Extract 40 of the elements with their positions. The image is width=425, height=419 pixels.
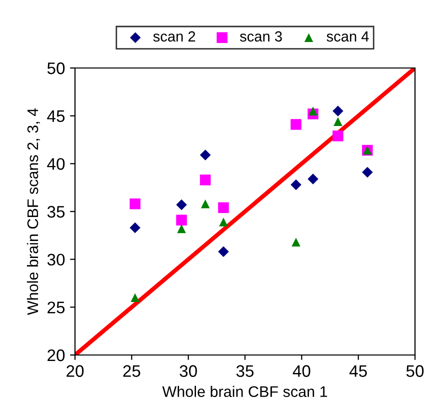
legend-label: scan 3 (240, 31, 282, 42)
point (332, 130, 344, 142)
point (130, 198, 140, 210)
point (292, 238, 300, 247)
point (308, 174, 318, 184)
y-tick-label: 50 (47, 62, 65, 74)
point (290, 119, 302, 130)
point (334, 117, 342, 126)
y-tick-label: 45 (47, 110, 65, 122)
point (200, 199, 210, 208)
point (177, 224, 186, 234)
y-tick-label: 40 (47, 158, 65, 170)
y-tick-label: 20 (48, 349, 65, 362)
x-tick-label: 45 (349, 365, 367, 377)
point (308, 106, 318, 116)
x-axis-title: Whole brain CBF scan 1 (162, 386, 328, 398)
y-axis-title: Whole brain CBF scans 2, 3, 4 (26, 108, 40, 316)
point (362, 166, 373, 178)
x-tick-label: 25 (123, 365, 140, 377)
point (130, 293, 140, 302)
x-tick-label: 50 (406, 365, 424, 377)
x-tick-label: 30 (180, 365, 197, 377)
point (176, 214, 187, 226)
point (176, 199, 187, 210)
point (200, 174, 211, 186)
y-tick-label: 25 (48, 302, 65, 314)
x-tick-label: 35 (236, 365, 254, 377)
point (290, 179, 302, 190)
legend-label: scan 4 (326, 31, 369, 42)
x-tick-label: 20 (66, 365, 84, 377)
point (218, 202, 229, 214)
point (218, 246, 229, 258)
y-tick-label: 30 (47, 254, 65, 266)
point (200, 150, 211, 160)
point (130, 222, 140, 234)
legend-label: scan 2 (153, 31, 196, 42)
x-tick-label: 40 (292, 365, 310, 377)
point (219, 218, 228, 226)
point (332, 106, 344, 116)
y-tick-label: 35 (47, 206, 65, 218)
